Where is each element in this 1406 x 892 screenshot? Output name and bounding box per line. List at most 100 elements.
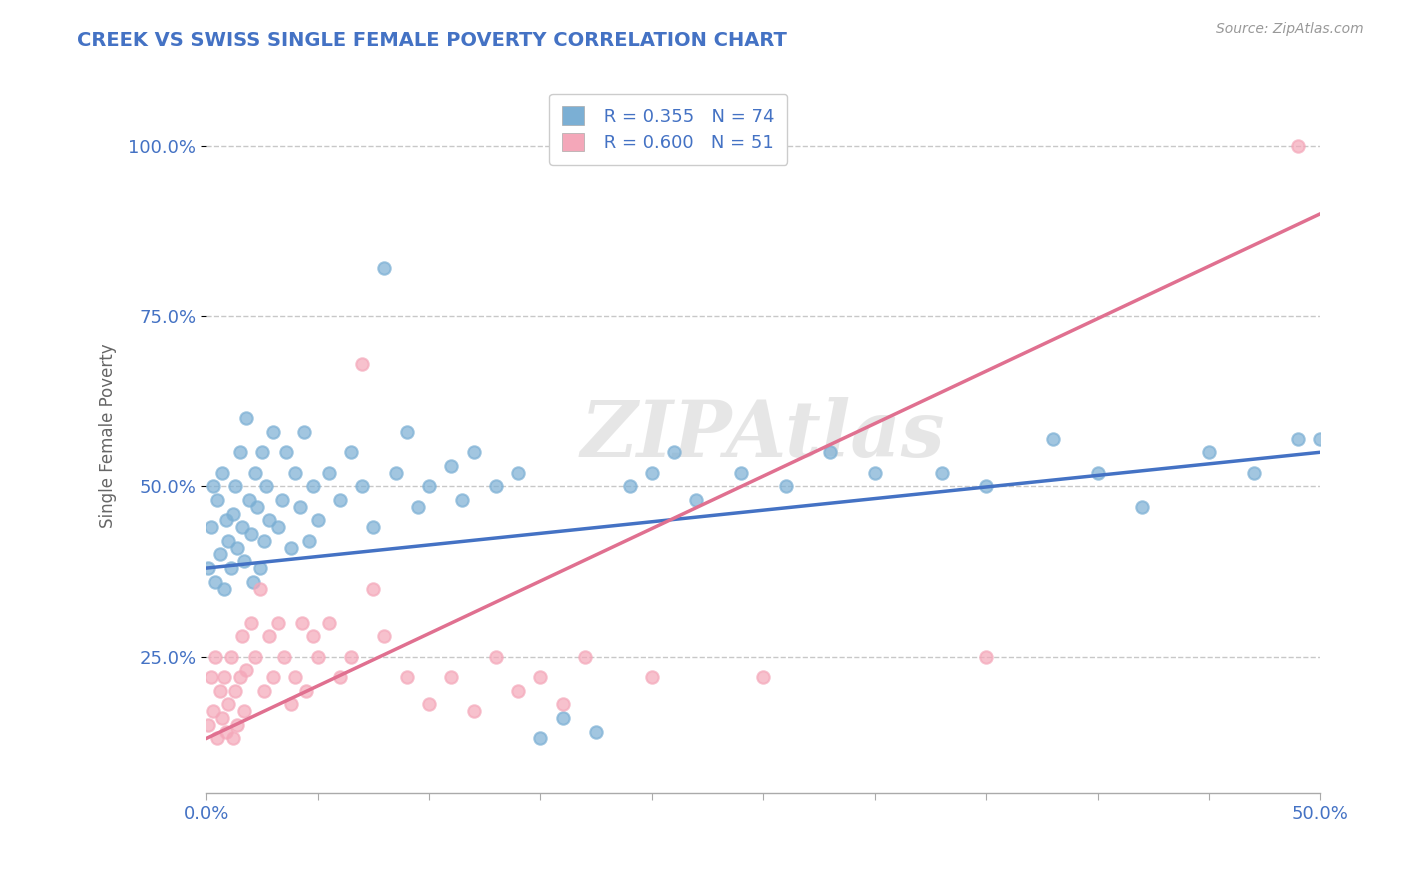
Point [262, 670, 284, 684]
Point [235, 663, 257, 677]
Point [318, 466, 340, 480]
Point [329, 492, 352, 507]
Point [440, 458, 463, 473]
Point [238, 492, 260, 507]
Point [508, 466, 530, 480]
Point [219, 649, 242, 664]
Point [231, 629, 253, 643]
Point [224, 479, 246, 493]
Point [662, 445, 685, 459]
Point [931, 466, 953, 480]
Point [307, 513, 329, 527]
Point [340, 445, 363, 459]
Point [551, 711, 574, 725]
Point [231, 520, 253, 534]
Point [200, 670, 222, 684]
Point [207, 492, 229, 507]
Point [242, 574, 264, 589]
Point [307, 649, 329, 664]
Point [302, 629, 325, 643]
Point [1087, 466, 1109, 480]
Point [295, 683, 318, 698]
Point [373, 261, 395, 276]
Point [1198, 445, 1220, 459]
Point [211, 711, 233, 725]
Point [266, 615, 288, 630]
Text: CREEK VS SWISS SINGLE FEMALE POVERTY CORRELATION CHART: CREEK VS SWISS SINGLE FEMALE POVERTY COR… [77, 31, 787, 50]
Point [226, 718, 249, 732]
Point [271, 492, 294, 507]
Point [200, 520, 222, 534]
Point [440, 670, 463, 684]
Point [208, 548, 231, 562]
Point [245, 649, 267, 664]
Point [485, 649, 508, 664]
Point [775, 479, 797, 493]
Point [418, 698, 440, 712]
Point [233, 704, 256, 718]
Point [395, 670, 418, 684]
Point [253, 533, 276, 548]
Point [730, 466, 752, 480]
Point [384, 466, 406, 480]
Point [204, 574, 226, 589]
Point [752, 670, 775, 684]
Point [1130, 500, 1153, 514]
Point [254, 479, 277, 493]
Point [551, 698, 574, 712]
Point [508, 683, 530, 698]
Point [212, 670, 235, 684]
Point [641, 466, 664, 480]
Point [406, 500, 429, 514]
Point [218, 533, 240, 548]
Text: ZIPAtlas: ZIPAtlas [581, 397, 946, 474]
Point [1286, 432, 1309, 446]
Point [228, 445, 250, 459]
Point [215, 513, 238, 527]
Point [284, 466, 307, 480]
Point [239, 615, 262, 630]
Point [352, 357, 374, 371]
Point [974, 479, 997, 493]
Point [233, 554, 256, 568]
Point [418, 479, 440, 493]
Point [298, 533, 321, 548]
Point [318, 615, 340, 630]
Point [302, 479, 325, 493]
Point [245, 466, 267, 480]
Point [1286, 138, 1309, 153]
Point [208, 683, 231, 698]
Point [249, 582, 271, 596]
Point [395, 425, 418, 439]
Point [1309, 432, 1331, 446]
Point [574, 649, 596, 664]
Point [329, 670, 352, 684]
Point [253, 683, 276, 698]
Point [685, 492, 707, 507]
Point [276, 445, 298, 459]
Point [529, 670, 551, 684]
Point [222, 507, 245, 521]
Point [218, 698, 240, 712]
Legend:  R = 0.355   N = 74,  R = 0.600   N = 51: R = 0.355 N = 74, R = 0.600 N = 51 [550, 94, 787, 165]
Point [228, 670, 250, 684]
Point [201, 704, 224, 718]
Point [273, 649, 295, 664]
Point [463, 704, 485, 718]
Point [463, 445, 485, 459]
Point [215, 724, 238, 739]
Point [280, 541, 302, 555]
Point [1042, 432, 1064, 446]
Point [250, 445, 273, 459]
Point [226, 541, 249, 555]
Point [239, 527, 262, 541]
Point [246, 500, 269, 514]
Point [257, 513, 280, 527]
Point [485, 479, 508, 493]
Point [451, 492, 474, 507]
Point [529, 731, 551, 746]
Point [201, 479, 224, 493]
Point [352, 479, 374, 493]
Point [585, 724, 607, 739]
Point [197, 718, 219, 732]
